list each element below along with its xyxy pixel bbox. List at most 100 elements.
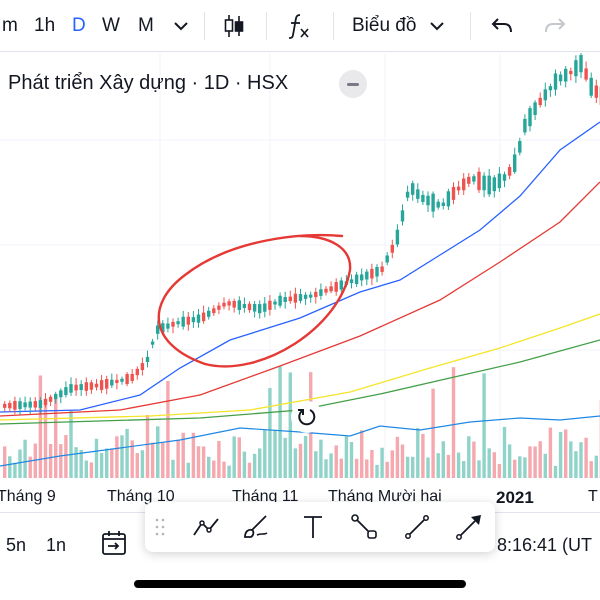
volume-bar bbox=[94, 438, 99, 478]
candle-body bbox=[171, 321, 175, 327]
candle-body bbox=[99, 380, 104, 390]
volume-bar bbox=[329, 453, 333, 478]
trend-line-icon[interactable] bbox=[190, 511, 222, 543]
candle-body bbox=[105, 379, 109, 389]
candle-body bbox=[196, 314, 201, 323]
volume-bar bbox=[273, 429, 277, 478]
candle-body bbox=[94, 383, 99, 388]
interval-1h[interactable]: 1h bbox=[34, 15, 56, 36]
volume-bar bbox=[385, 461, 389, 478]
volume-bar bbox=[156, 426, 160, 478]
candle-body bbox=[569, 70, 573, 75]
arrow-icon[interactable] bbox=[453, 511, 485, 543]
volume-bar bbox=[207, 456, 211, 478]
volume-bar bbox=[370, 449, 374, 478]
clock-time[interactable]: 8:16:41 (UT bbox=[497, 535, 593, 555]
candle-body bbox=[405, 191, 410, 198]
interval-day[interactable]: D bbox=[72, 15, 86, 36]
candle-body bbox=[421, 194, 425, 203]
interval-minute[interactable]: m bbox=[2, 15, 18, 36]
home-indicator bbox=[134, 580, 466, 588]
volume-bar bbox=[487, 448, 491, 478]
candle-body bbox=[232, 300, 236, 308]
candle-body bbox=[472, 176, 476, 182]
reset-chart-button[interactable] bbox=[291, 401, 323, 433]
candle-body bbox=[370, 268, 374, 279]
volume-bar bbox=[472, 441, 476, 478]
chevron-down-icon[interactable] bbox=[422, 11, 452, 41]
symbol-legend[interactable]: Phát triển Xây dựng · 1D · HSX bbox=[8, 72, 289, 94]
candle-body bbox=[426, 195, 430, 206]
volume-bar bbox=[441, 441, 445, 478]
volume-bar bbox=[543, 453, 547, 478]
toolbar-divider bbox=[266, 12, 267, 40]
volume-bar bbox=[89, 462, 94, 478]
candle-body bbox=[538, 97, 542, 106]
volume-bar bbox=[181, 432, 185, 478]
chart-area[interactable] bbox=[0, 53, 600, 510]
candle-body bbox=[533, 102, 537, 115]
volume-bar bbox=[79, 449, 83, 478]
candlestick-icon[interactable] bbox=[219, 11, 249, 41]
drag-handle-icon[interactable] bbox=[155, 517, 165, 537]
volume-bar bbox=[227, 465, 231, 478]
candle-body bbox=[79, 384, 83, 390]
volume-bar bbox=[303, 435, 308, 478]
volume-bar bbox=[212, 460, 216, 478]
range-1n-button[interactable]: 1n bbox=[46, 535, 67, 555]
candle-body bbox=[125, 374, 129, 385]
candle-body bbox=[283, 297, 287, 303]
chart-layout-button[interactable]: Biểu đồ bbox=[352, 15, 417, 36]
volume-bar bbox=[462, 461, 466, 478]
volume-bar bbox=[150, 442, 155, 478]
interval-month[interactable]: M bbox=[138, 15, 154, 36]
volume-bar bbox=[247, 462, 252, 478]
candle-body bbox=[518, 140, 522, 153]
candle-body bbox=[293, 293, 298, 303]
volume-bar bbox=[380, 447, 384, 478]
candle-body bbox=[166, 323, 170, 329]
candle-body bbox=[135, 368, 139, 376]
calendar-arrow-icon[interactable] bbox=[99, 528, 129, 558]
candle-body bbox=[467, 176, 471, 184]
volume-bar bbox=[523, 457, 527, 478]
price-chart[interactable] bbox=[0, 53, 600, 510]
candle-body bbox=[156, 325, 160, 334]
fx-icon[interactable] bbox=[283, 11, 313, 41]
brush-icon[interactable] bbox=[240, 511, 272, 543]
volume-bar bbox=[334, 445, 338, 478]
candle-body bbox=[441, 202, 445, 206]
candle-body bbox=[237, 300, 241, 310]
volume-bar bbox=[283, 437, 287, 478]
volume-bar bbox=[13, 462, 17, 478]
volume-bar bbox=[314, 451, 318, 478]
volume-bar bbox=[349, 442, 354, 478]
candle-body bbox=[145, 356, 150, 363]
candle-body bbox=[553, 73, 558, 90]
volume-bar bbox=[84, 460, 88, 478]
volume-bar bbox=[268, 388, 272, 478]
redo-icon[interactable] bbox=[540, 11, 570, 41]
candle-body bbox=[303, 294, 308, 299]
volume-bar bbox=[130, 440, 134, 478]
ma-line-blue bbox=[0, 121, 600, 413]
range-5n-button[interactable]: 5n bbox=[6, 535, 27, 555]
collapse-legend-button[interactable] bbox=[339, 70, 367, 98]
volume-bar bbox=[140, 450, 145, 478]
candle-body bbox=[38, 400, 43, 408]
undo-icon[interactable] bbox=[487, 11, 517, 41]
ray-icon[interactable] bbox=[348, 511, 380, 543]
volume-bar bbox=[507, 444, 512, 478]
volume-bar bbox=[533, 446, 537, 478]
candle-body bbox=[48, 396, 53, 402]
chevron-down-icon[interactable] bbox=[166, 11, 196, 41]
annotation-ellipse bbox=[157, 233, 352, 368]
toolbar-divider bbox=[204, 12, 205, 40]
candle-body bbox=[110, 379, 114, 386]
candle-body bbox=[207, 310, 211, 317]
volume-bar bbox=[548, 427, 553, 478]
volume-bar bbox=[298, 443, 303, 478]
text-icon[interactable] bbox=[297, 511, 329, 543]
line-icon[interactable] bbox=[401, 511, 433, 543]
interval-week[interactable]: W bbox=[102, 15, 120, 36]
